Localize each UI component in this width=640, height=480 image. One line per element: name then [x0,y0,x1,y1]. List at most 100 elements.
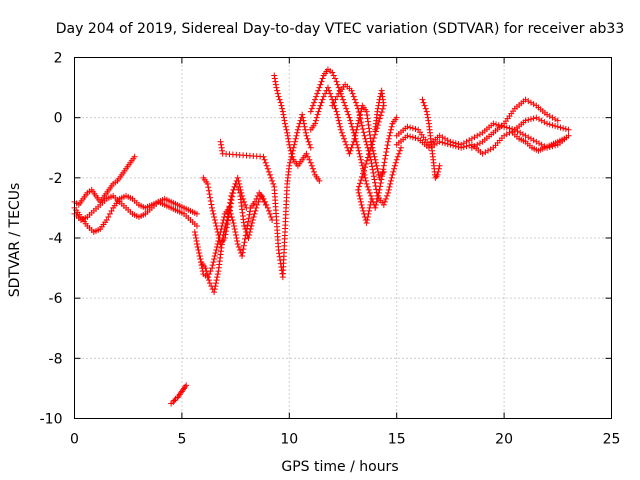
data-point [319,75,326,82]
data-point [282,120,289,127]
data-point [212,283,219,290]
data-point [346,150,353,157]
data-point [249,216,256,223]
data-point [525,116,532,123]
data-point [384,192,391,199]
data-point [352,129,359,136]
data-point [245,235,252,241]
data-point [350,138,357,145]
data-point [295,123,302,130]
data-point [424,114,431,121]
data-point [396,147,403,154]
data-point [387,177,394,184]
data-point [196,250,203,257]
data-point [482,149,489,156]
data-point [517,129,524,136]
y-tick-label: -6 [49,291,63,307]
data-point [541,119,548,126]
data-point [356,150,363,157]
data-point [527,99,534,106]
data-point [208,204,215,211]
data-point [105,213,112,220]
data-point [286,141,293,148]
data-point [565,126,572,133]
data-point [527,135,534,142]
data-point [236,183,243,190]
data-point [364,183,371,190]
data-point [278,102,285,109]
data-point [352,132,359,139]
data-point [262,201,269,208]
data-point [391,165,398,172]
data-point [357,156,364,163]
data-point [315,108,322,115]
data-point [474,132,481,139]
data-point [216,235,223,241]
data-point [213,225,220,232]
data-point [536,116,543,123]
data-point [171,397,178,404]
data-point [280,114,287,121]
data-point [309,102,316,109]
data-point [247,225,254,232]
data-point [337,123,344,130]
data-point [234,174,241,181]
data-point [562,125,569,132]
data-point [214,228,221,235]
data-point [355,105,362,112]
data-point [392,159,399,166]
data-point [260,153,267,160]
chart-title: Day 204 of 2019, Sidereal Day-to-day VTE… [56,21,625,37]
data-point [303,150,310,157]
data-point [332,75,339,82]
data-point [249,219,256,226]
data-point [313,93,320,100]
data-point [365,210,372,217]
data-point [284,132,291,139]
data-point [207,194,214,201]
data-point [337,126,344,133]
data-point [356,112,363,119]
y-tick-label: 2 [54,51,63,67]
data-point [380,201,387,208]
data-point [552,122,559,129]
y-tick-labels: -10 -8 -6 -4 -2 0 2 [40,51,63,428]
data-point [333,78,340,85]
data-point [224,217,231,224]
data-point [214,271,221,278]
data-point [359,170,366,177]
data-point [250,213,257,220]
data-point [292,135,299,142]
data-point [243,204,250,211]
y-tick-label: 0 [54,111,63,127]
data-point [407,133,414,140]
data-point [362,174,369,181]
data-point [309,165,316,172]
data-point [365,151,372,158]
data-point [202,265,209,272]
data-point [208,201,215,208]
data-point [223,224,230,231]
data-point [374,165,381,172]
data-point [211,286,218,293]
data-point [235,177,242,184]
series-track-r [509,129,568,154]
data-point [197,256,204,263]
data-point [266,210,273,217]
data-point [362,160,369,167]
data-point [205,187,212,194]
data-point [393,114,400,121]
data-point [307,108,314,115]
data-point [382,152,389,159]
data-point [258,192,265,199]
data-point [229,216,236,223]
data-point [373,198,380,205]
data-point [338,129,345,136]
data-point [264,165,271,172]
data-point [304,153,311,160]
data-point [476,140,483,147]
data-point [344,108,351,115]
data-point [213,222,220,229]
data-point [340,132,346,139]
data-point [490,120,497,127]
